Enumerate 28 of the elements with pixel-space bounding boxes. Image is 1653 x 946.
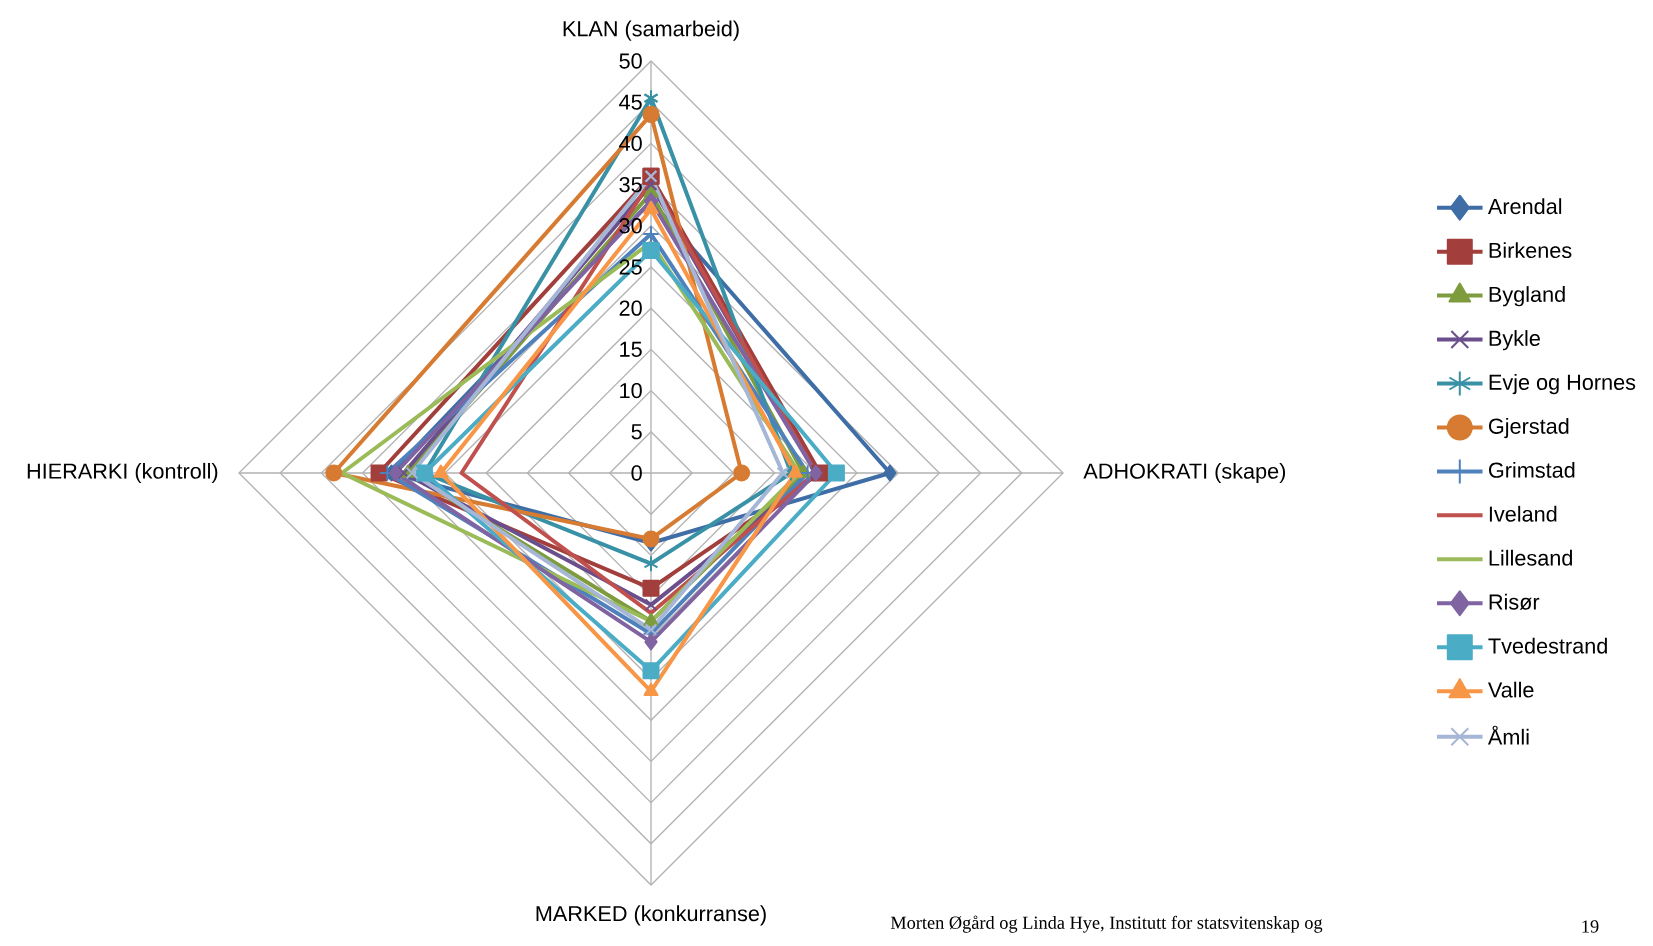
y-tick-label: 20 <box>619 300 642 317</box>
text: Morten Øgård og Linda Hye, Institutt for statsvitenskap og <box>890 915 1323 933</box>
legend-label: Tvedestrand <box>1488 637 1607 654</box>
y-tick-label: 0 <box>631 465 642 481</box>
legend-label: Birkenes <box>1489 242 1572 259</box>
legend-label: Valle <box>1487 681 1534 698</box>
legend-label: Grimstad <box>1488 462 1575 479</box>
legend-label: Bygland <box>1489 286 1565 307</box>
y-tick-label: 30 <box>619 218 642 234</box>
legend-label: Åmli <box>1487 725 1529 745</box>
legend-label: Evje og Hornes <box>1489 374 1636 395</box>
y-tick-label: 10 <box>620 383 642 399</box>
y-tick-label: 35 <box>619 177 642 193</box>
legend-label: Risør <box>1489 594 1540 611</box>
legend-label: Bykle <box>1489 330 1540 351</box>
y-tick-label: 50 <box>619 53 642 69</box>
y-tick-label: 5 <box>631 424 642 440</box>
y-tick-label: 45 <box>619 94 642 110</box>
spoke-label: KLAN (samarbeid) <box>563 20 739 41</box>
spoke-label: ADHOKRATI (skape) <box>1083 463 1286 484</box>
spoke-label: HIERARKI (kontroll) <box>27 463 218 484</box>
y-tick-label: 15 <box>620 342 642 358</box>
legend-label: Arendal <box>1487 198 1562 215</box>
spoke-label: MARKED (konkurranse) <box>536 905 766 926</box>
legend-label: Lillesand <box>1489 550 1572 566</box>
text: 19 <box>1582 920 1599 933</box>
legend-label: Gjerstad <box>1488 418 1569 439</box>
legend-label: Iveland <box>1489 506 1557 523</box>
